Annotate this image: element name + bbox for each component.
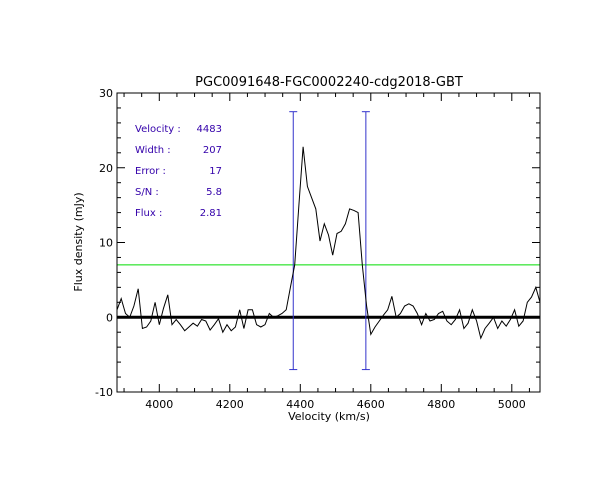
annotation-value: 207 [203,145,222,156]
x-tick-label: 4400 [286,398,314,411]
x-tick-label: 5000 [498,398,526,411]
annotation-value: 5.8 [206,187,222,198]
y-axis-label: Flux density (mJy) [72,192,85,291]
x-tick-label: 4600 [357,398,385,411]
x-tick-label: 4800 [427,398,455,411]
y-tick-label: -10 [95,386,113,399]
x-axis-label: Velocity (km/s) [288,410,370,423]
chart-title: PGC0091648-FGC0002240-cdg2018-GBT [195,75,463,90]
annotation-label: Flux : [135,208,162,219]
x-tick-label: 4000 [145,398,173,411]
annotation-value: 4483 [197,124,222,135]
annotation-value: 17 [209,166,222,177]
plot-frame [116,92,541,393]
annotation-label: Error : [135,166,166,177]
y-tick-label: 30 [99,87,113,100]
annotation-label: Velocity : [135,124,181,135]
y-tick-label: 10 [99,237,113,250]
y-tick-label: 0 [106,311,113,324]
annotation-label: Width : [135,145,171,156]
y-tick-label: 20 [99,162,113,175]
spectrum-series-line [116,146,541,340]
plot-area [116,111,541,371]
x-tick-label: 4200 [216,398,244,411]
annotation-block: Velocity : 4483 Width : 207 Error : 17 S/N : 5.… [135,124,222,219]
annotation-label: S/N : [135,187,159,198]
axes: 4000 4200 4400 4600 4800 5000 -10 0 10 20 30 [95,87,541,411]
annotation-value: 2.81 [200,208,222,219]
